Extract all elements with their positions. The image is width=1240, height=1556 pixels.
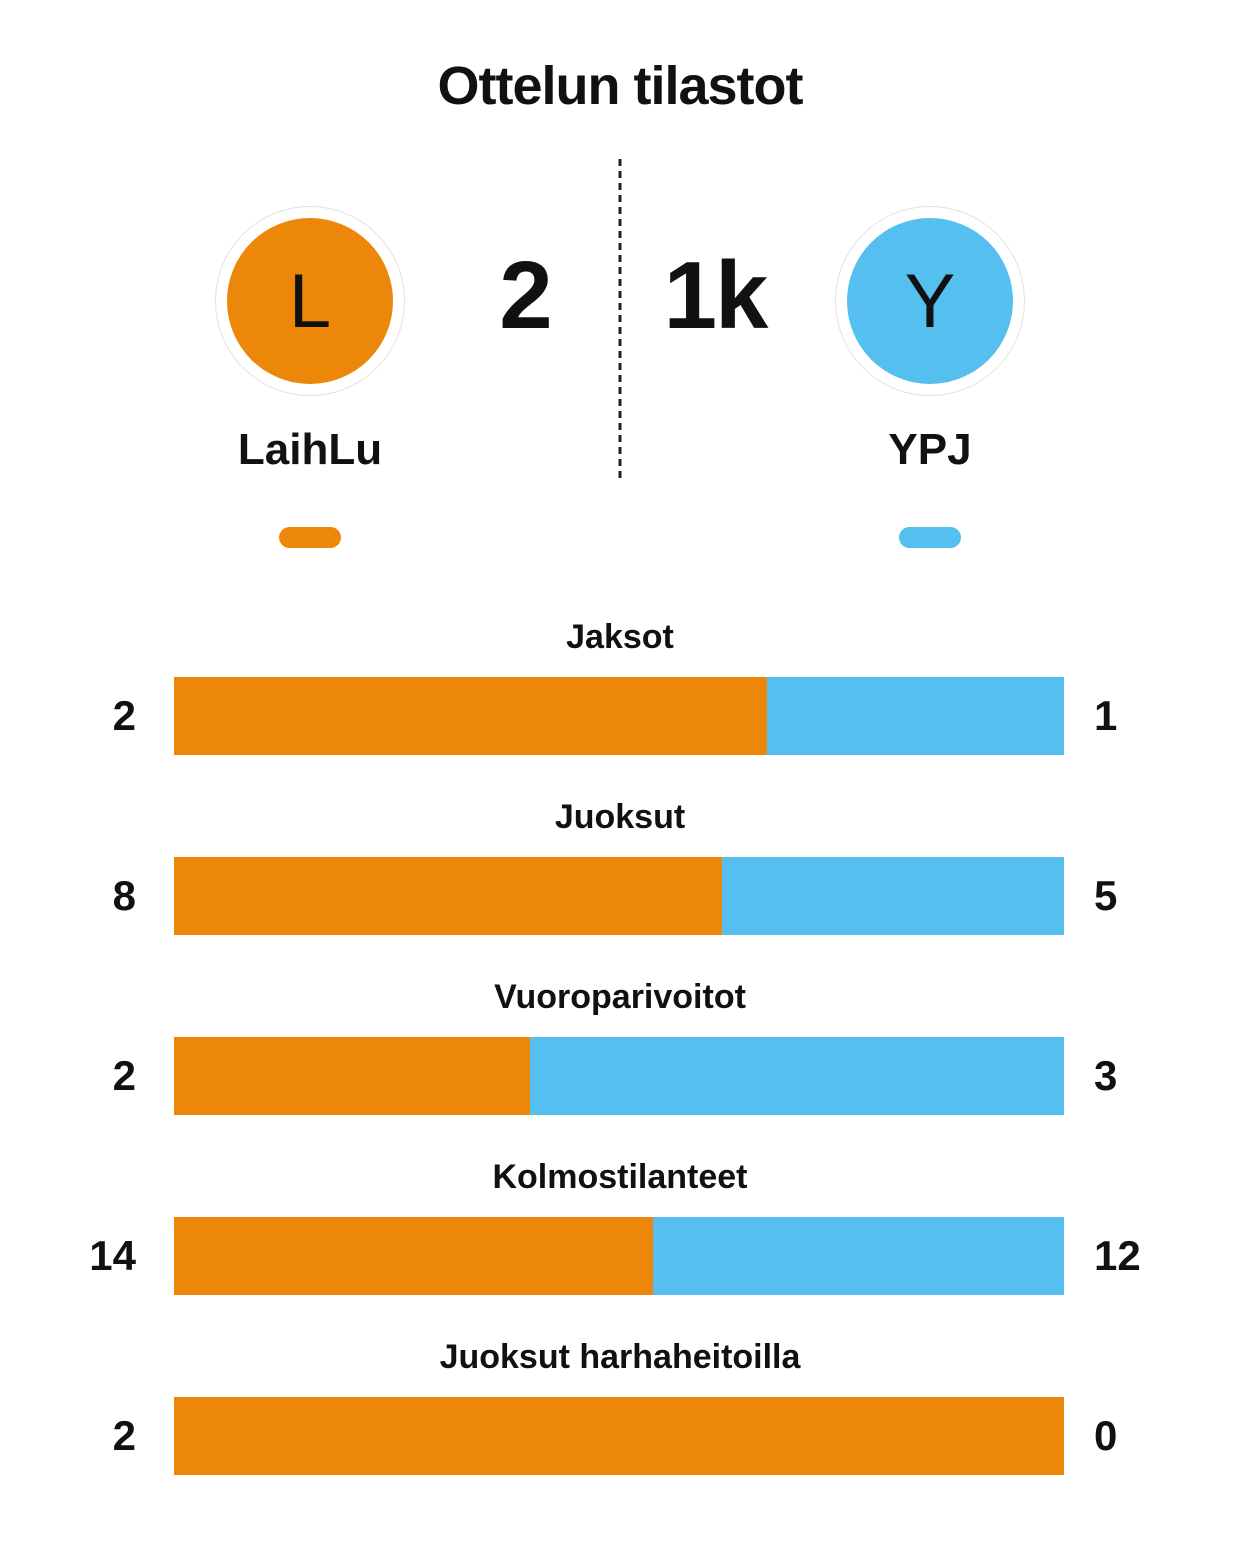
stat-bar-home-segment	[174, 1217, 654, 1295]
scoreboard: L LaihLu 2 1k Y YPJ	[0, 159, 1240, 479]
stat-row: Juoksut harhaheitoilla 2 0	[0, 1339, 1240, 1475]
stat-row: Jaksot 2 1	[0, 619, 1240, 755]
home-team-initial: L	[227, 218, 393, 384]
stat-bar-away-segment	[653, 1217, 1064, 1295]
stat-value-away: 5	[1094, 872, 1118, 919]
stat-bar	[174, 1397, 1064, 1475]
stat-bar	[174, 1037, 1064, 1115]
stat-label: Kolmostilanteet	[492, 1158, 748, 1196]
stat-value-home: 2	[112, 692, 136, 739]
stat-label: Juoksut	[554, 798, 686, 836]
home-legend-cell	[190, 527, 430, 548]
stat-bar-home-segment	[174, 677, 768, 755]
stat-bar-away-segment	[721, 857, 1064, 935]
stat-value-away: 3	[1094, 1052, 1118, 1099]
stat-bar-home-segment	[174, 857, 722, 935]
away-score: 1k	[663, 242, 769, 349]
stat-row: Juoksut 8 5	[0, 799, 1240, 935]
away-team-name: YPJ	[888, 425, 972, 474]
stat-value-home: 8	[112, 872, 136, 919]
stat-label: Jaksot	[566, 618, 674, 656]
home-team: L LaihLu	[190, 206, 430, 472]
stat-row: Kolmostilanteet 14 12	[0, 1159, 1240, 1295]
stat-value-home: 2	[112, 1412, 136, 1459]
stat-label: Juoksut harhaheitoilla	[439, 1338, 801, 1376]
stat-bar	[174, 677, 1064, 755]
match-stats-title: Ottelun tilastot	[437, 56, 804, 116]
stat-value-away: 1	[1094, 692, 1118, 739]
home-team-badge: L	[215, 206, 405, 396]
score-divider	[618, 159, 622, 479]
legend	[0, 527, 1240, 548]
stat-bar-away-segment	[530, 1037, 1064, 1115]
stat-value-away: 0	[1094, 1412, 1118, 1459]
away-team-badge: Y	[835, 206, 1025, 396]
away-legend-cell	[810, 527, 1050, 548]
stat-value-home: 2	[112, 1052, 136, 1099]
home-score: 2	[499, 242, 552, 349]
stat-bar-home-segment	[174, 1037, 530, 1115]
away-legend-swatch	[899, 527, 961, 548]
home-team-name: LaihLu	[237, 425, 383, 474]
stat-bar-home-segment	[174, 1397, 1064, 1475]
stat-bar	[174, 1217, 1064, 1295]
away-team-initial: Y	[847, 218, 1013, 384]
stat-bar-away-segment	[767, 677, 1064, 755]
home-legend-swatch	[279, 527, 341, 548]
stat-label: Vuoroparivoitot	[494, 978, 746, 1016]
stat-value-home: 14	[89, 1232, 136, 1279]
stat-bar	[174, 857, 1064, 935]
stats-list: Jaksot 2 1 Juoksut 8 5 Vuoroparivoitot 2 3 Kolmos…	[0, 619, 1240, 1475]
stat-value-away: 12	[1094, 1232, 1141, 1279]
away-team: Y YPJ	[810, 206, 1050, 472]
stat-row: Vuoroparivoitot 2 3	[0, 979, 1240, 1115]
